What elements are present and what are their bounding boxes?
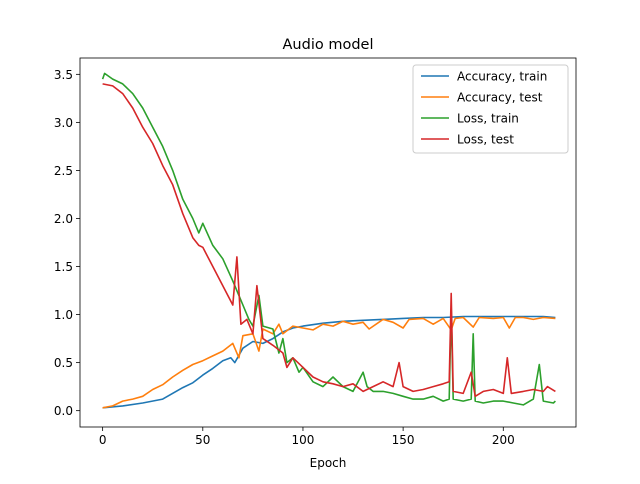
plot-frame <box>79 57 577 428</box>
y-tick-label: 1.5 <box>54 260 73 274</box>
y-tick-label: 2.0 <box>54 212 73 226</box>
legend-label-accuracy-test: Accuracy, test <box>457 91 543 105</box>
series-lines <box>101 72 556 409</box>
y-tick-label: 3.0 <box>54 116 73 130</box>
axes-frame <box>79 57 577 428</box>
legend: Accuracy, train Accuracy, test Loss, train… <box>412 64 569 154</box>
legend-label-loss-train: Loss, train <box>457 112 519 126</box>
series-line-accuracy-test <box>102 316 556 409</box>
legend-label-loss-test: Loss, test <box>457 133 514 147</box>
y-tick-label: 3.5 <box>54 68 73 82</box>
y-tick-label: 0.0 <box>54 404 73 418</box>
axes: 0 50 100 150 200 0.0 0.5 1.0 1.5 2.0 2.5 3.0 3.5 <box>54 68 515 447</box>
y-tick-label: 2.5 <box>54 164 73 178</box>
y-tick-label: 0.5 <box>54 356 73 370</box>
x-tick-label: 150 <box>392 433 415 447</box>
series-line-loss-train <box>101 72 556 406</box>
legend-label-accuracy-train: Accuracy, train <box>457 70 547 84</box>
x-tick-label: 50 <box>195 433 210 447</box>
chart-title: Audio model <box>283 37 374 53</box>
x-tick-label: 200 <box>492 433 515 447</box>
series-line-loss-test <box>102 83 556 398</box>
legend-box <box>412 64 569 154</box>
x-tick-label: 0 <box>99 433 107 447</box>
y-tick-label: 1.0 <box>54 308 73 322</box>
x-tick-label: 100 <box>292 433 315 447</box>
x-axis-label: Epoch <box>310 456 347 470</box>
